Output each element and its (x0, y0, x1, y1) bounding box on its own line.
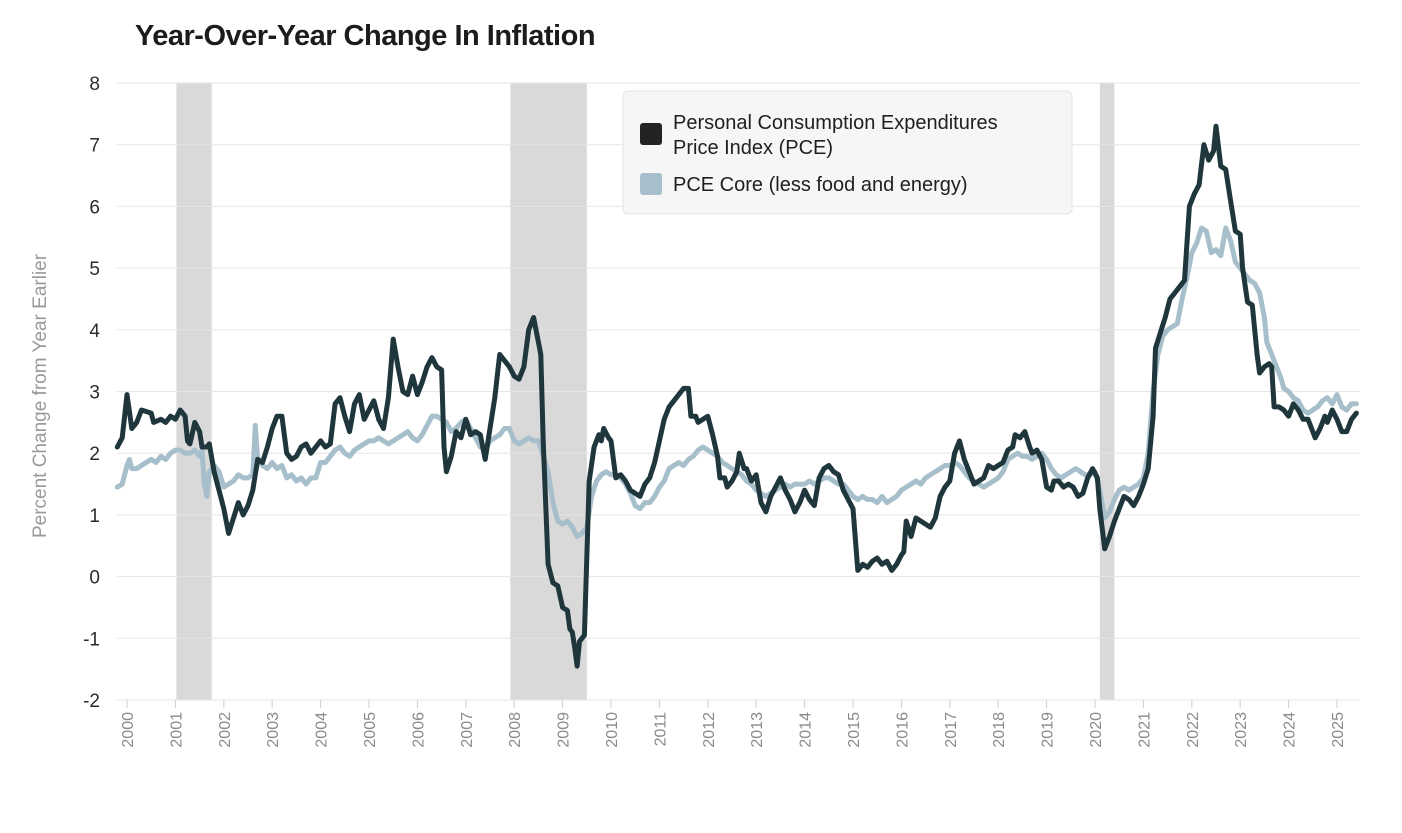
y-tick-label: 4 (89, 321, 100, 342)
x-tick-label: 2001 (168, 712, 185, 748)
x-tick-label: 2007 (459, 712, 476, 748)
x-tick-label: 2015 (846, 712, 863, 748)
y-tick-label: -1 (83, 629, 100, 650)
x-tick-label: 2006 (410, 712, 427, 748)
x-tick-label: 2022 (1185, 712, 1202, 748)
x-tick-label: 2004 (314, 712, 331, 748)
x-axis: 2000 2001 2002 2003 2004 2005 2006 2007 2008 2009… (120, 700, 1347, 748)
series-line-pce (114, 123, 1359, 669)
x-tick-label: 2009 (556, 712, 573, 748)
legend-swatch-pce (640, 123, 662, 145)
x-tick-label: 2010 (604, 712, 621, 748)
x-tick-label: 2014 (798, 712, 815, 748)
y-tick-label: 0 (89, 568, 100, 589)
x-tick-label: 2024 (1282, 712, 1299, 748)
y-tick-label: -2 (83, 691, 100, 712)
y-tick-label: 1 (89, 506, 100, 527)
x-tick-label: 2023 (1233, 712, 1250, 748)
x-tick-label: 2000 (120, 712, 137, 748)
x-tick-label: 2005 (362, 712, 379, 748)
x-tick-label: 2016 (894, 712, 911, 748)
legend-label-core: PCE Core (less food and energy) (673, 174, 968, 196)
x-tick-label: 2011 (652, 712, 669, 747)
y-tick-label: 2 (89, 444, 100, 465)
y-axis-label: Percent Change from Year Earlier (30, 253, 51, 538)
legend-label-pce-line2: Price Index (PCE) (673, 137, 833, 159)
y-tick-label: 3 (89, 383, 100, 404)
legend: Personal Consumption Expenditures Price … (622, 90, 1073, 215)
x-tick-label: 2018 (991, 712, 1008, 748)
x-tick-label: 2025 (1330, 712, 1347, 748)
y-tick-label: 6 (89, 197, 100, 218)
y-tick-label: 7 (89, 136, 100, 157)
x-tick-label: 2020 (1088, 712, 1105, 748)
chart-title: Year-Over-Year Change In Inflation (135, 20, 596, 52)
series-line-pce-core (114, 225, 1359, 539)
plot-lines (114, 123, 1359, 669)
y-tick-label: 5 (89, 259, 100, 280)
x-tick-label: 2017 (943, 712, 960, 748)
y-tick-label: 8 (89, 74, 100, 95)
legend-box (622, 90, 1073, 215)
legend-swatch-core (640, 173, 662, 195)
x-tick-label: 2002 (217, 712, 234, 748)
x-tick-label: 2012 (701, 712, 718, 748)
x-tick-label: 2021 (1136, 712, 1153, 748)
x-tick-label: 2019 (1040, 712, 1057, 748)
x-tick-label: 2013 (749, 712, 766, 748)
x-tick-label: 2003 (265, 712, 282, 748)
legend-label-pce-line1: Personal Consumption Expenditures (673, 112, 998, 134)
y-axis: 8 7 6 5 4 3 2 1 0 -1 -2 (83, 74, 100, 712)
x-tick-label: 2008 (507, 712, 524, 748)
